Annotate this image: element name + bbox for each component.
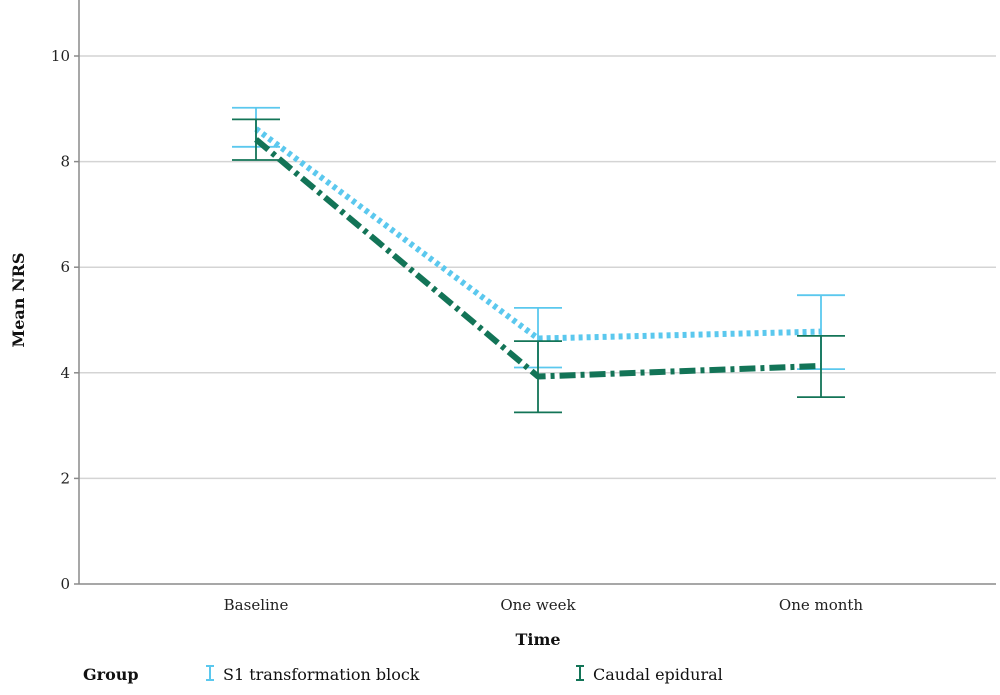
y-axis-title: Mean NRS [9, 253, 28, 348]
series-2 [232, 118, 845, 414]
data-point [537, 337, 539, 339]
legend-label: S1 transformation block [223, 665, 420, 684]
data-point [537, 375, 539, 377]
legend: Group S1 transformation block Caudal epid… [83, 665, 723, 684]
x-tick-label: Baseline [224, 596, 289, 614]
y-tick-label: 8 [60, 153, 70, 171]
data-point [820, 365, 822, 367]
data-point [255, 138, 257, 140]
y-tick-label: 6 [60, 258, 70, 276]
series-1 [232, 106, 845, 371]
y-tick-label: 2 [60, 469, 70, 487]
x-tick-labels: Baseline One week One month [224, 596, 864, 614]
y-tick-label: 0 [60, 575, 70, 593]
y-tick-label: 4 [60, 364, 70, 382]
legend-entry: Caudal epidural [576, 665, 723, 684]
legend-label: Caudal epidural [593, 665, 723, 684]
data-point [820, 331, 822, 333]
gridlines [74, 55, 996, 585]
y-tick-label: 10 [51, 47, 70, 65]
y-tick-labels: 0 2 4 6 8 10 [51, 47, 70, 593]
x-tick-label: One month [779, 596, 864, 614]
legend-title: Group [83, 665, 139, 684]
plot-series [232, 106, 845, 414]
legend-entry: S1 transformation block [206, 665, 420, 684]
axes [78, 0, 996, 585]
x-tick-label: One week [500, 596, 576, 614]
x-axis-title: Time [515, 630, 560, 649]
